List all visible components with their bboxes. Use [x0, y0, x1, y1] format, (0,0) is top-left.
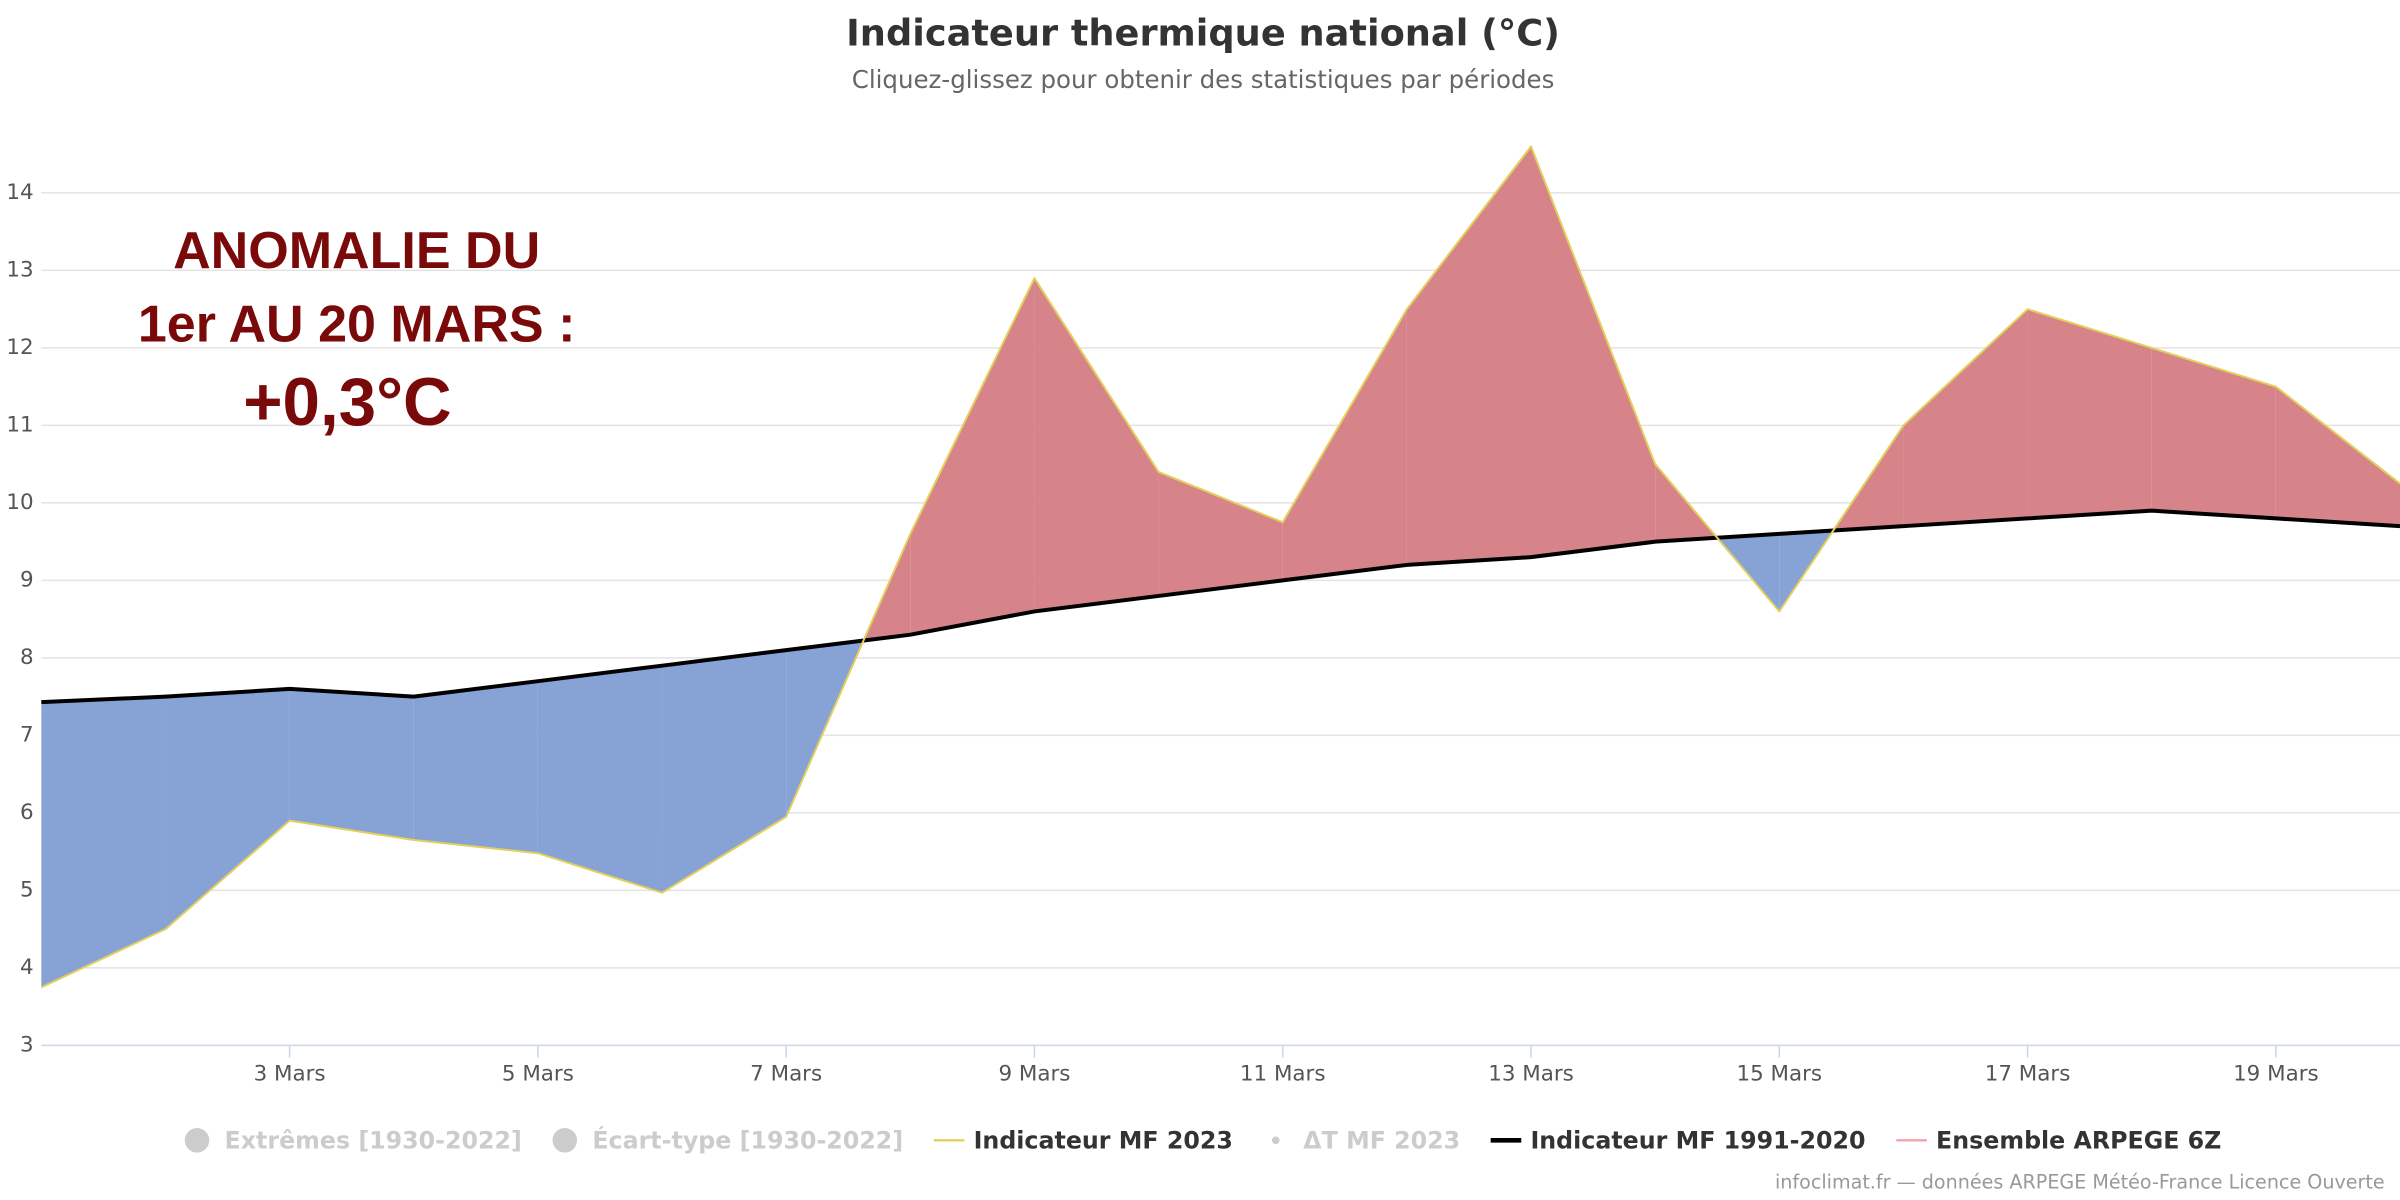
- x-tick-label: 5 Mars: [502, 1061, 574, 1086]
- anomaly-negative: [41, 696, 166, 988]
- legend-item[interactable]: Indicateur MF 1991-2020: [1490, 1126, 1866, 1154]
- legend-label: Écart-type [1930-2022]: [592, 1126, 903, 1154]
- fills: [41, 146, 2400, 988]
- chart-subtitle: Cliquez-glissez pour obtenir des statist…: [852, 65, 1555, 94]
- legend-item[interactable]: Ensemble ARPEGE 6Z: [1896, 1126, 2221, 1154]
- y-tick-label: 5: [20, 877, 34, 902]
- x-tick-label: 3 Mars: [254, 1061, 326, 1086]
- legend-item[interactable]: Écart-type [1930-2022]: [552, 1126, 904, 1154]
- anomaly-negative: [165, 688, 290, 930]
- legend: Extrêmes [1930-2022] Écart-type [1930-202…: [184, 1126, 2221, 1154]
- x-tick-label: 17 Mars: [1985, 1061, 2071, 1086]
- anomaly-positive: [2027, 309, 2152, 519]
- y-tick-label: 12: [6, 335, 33, 360]
- x-tick-label: 19 Mars: [2233, 1061, 2319, 1086]
- legend-symbol: [552, 1128, 578, 1153]
- y-tick-label: 6: [20, 800, 34, 825]
- anomaly-negative: [413, 681, 538, 854]
- anomaly-positive: [1903, 309, 2028, 527]
- anomaly-negative: [289, 688, 414, 841]
- anomaly-positive: [2275, 386, 2400, 527]
- legend-item[interactable]: Indicateur MF 2023: [933, 1126, 1233, 1154]
- x-tick-label: 15 Mars: [1736, 1061, 1822, 1086]
- anomaly-positive: [1406, 146, 1532, 565]
- y-tick-label: 4: [20, 955, 34, 980]
- anomaly-positive: [1034, 278, 1159, 612]
- legend-item[interactable]: ΔT MF 2023: [1271, 1126, 1460, 1154]
- anomaly-negative: [662, 650, 787, 893]
- x-tick-label: 11 Mars: [1240, 1061, 1326, 1086]
- anomaly-positive: [910, 278, 1035, 635]
- legend-label: Ensemble ARPEGE 6Z: [1936, 1126, 2221, 1154]
- legend-item[interactable]: Extrêmes [1930-2022]: [184, 1126, 522, 1154]
- lines: [40, 145, 2400, 989]
- legend-label: ΔT MF 2023: [1303, 1126, 1460, 1154]
- legend-symbol: [184, 1128, 210, 1153]
- y-tick-label: 9: [20, 567, 34, 592]
- annotation: +0,3°C: [243, 365, 451, 440]
- anomaly-negative: [1779, 530, 1834, 612]
- y-tick-label: 3: [20, 1032, 34, 1057]
- legend-label: Indicateur MF 1991-2020: [1530, 1126, 1865, 1154]
- y-tick-label: 14: [6, 180, 33, 205]
- legend-symbol: [1271, 1136, 1280, 1145]
- anomaly-negative: [786, 640, 864, 817]
- y-tick-label: 10: [6, 490, 33, 515]
- chart-title: Indicateur thermique national (°C): [846, 12, 1560, 55]
- annotation: ANOMALIE DU: [173, 222, 540, 280]
- x-tick-label: 13 Mars: [1488, 1061, 1574, 1086]
- anomaly-negative: [537, 665, 663, 893]
- legend-label: Extrêmes [1930-2022]: [225, 1126, 522, 1154]
- series-line: [41, 508, 2400, 705]
- anomaly-positive: [2151, 347, 2276, 519]
- y-tick-label: 7: [20, 722, 34, 747]
- anomaly-positive: [1282, 309, 1407, 581]
- legend-label: Indicateur MF 2023: [974, 1126, 1233, 1154]
- annotation: 1er AU 20 MARS :: [138, 295, 576, 353]
- credit: infoclimat.fr — données ARPEGE Météo-Fra…: [1775, 1171, 2385, 1194]
- anomaly-positive: [1158, 471, 1283, 596]
- anomaly-positive: [1531, 146, 1656, 558]
- y-tick-label: 13: [6, 257, 33, 282]
- x-tick-label: 9 Mars: [998, 1061, 1070, 1086]
- y-tick-label: 8: [20, 645, 34, 670]
- y-tick-label: 11: [6, 412, 33, 437]
- x-tick-label: 7 Mars: [750, 1061, 822, 1086]
- series-line: [40, 145, 2400, 989]
